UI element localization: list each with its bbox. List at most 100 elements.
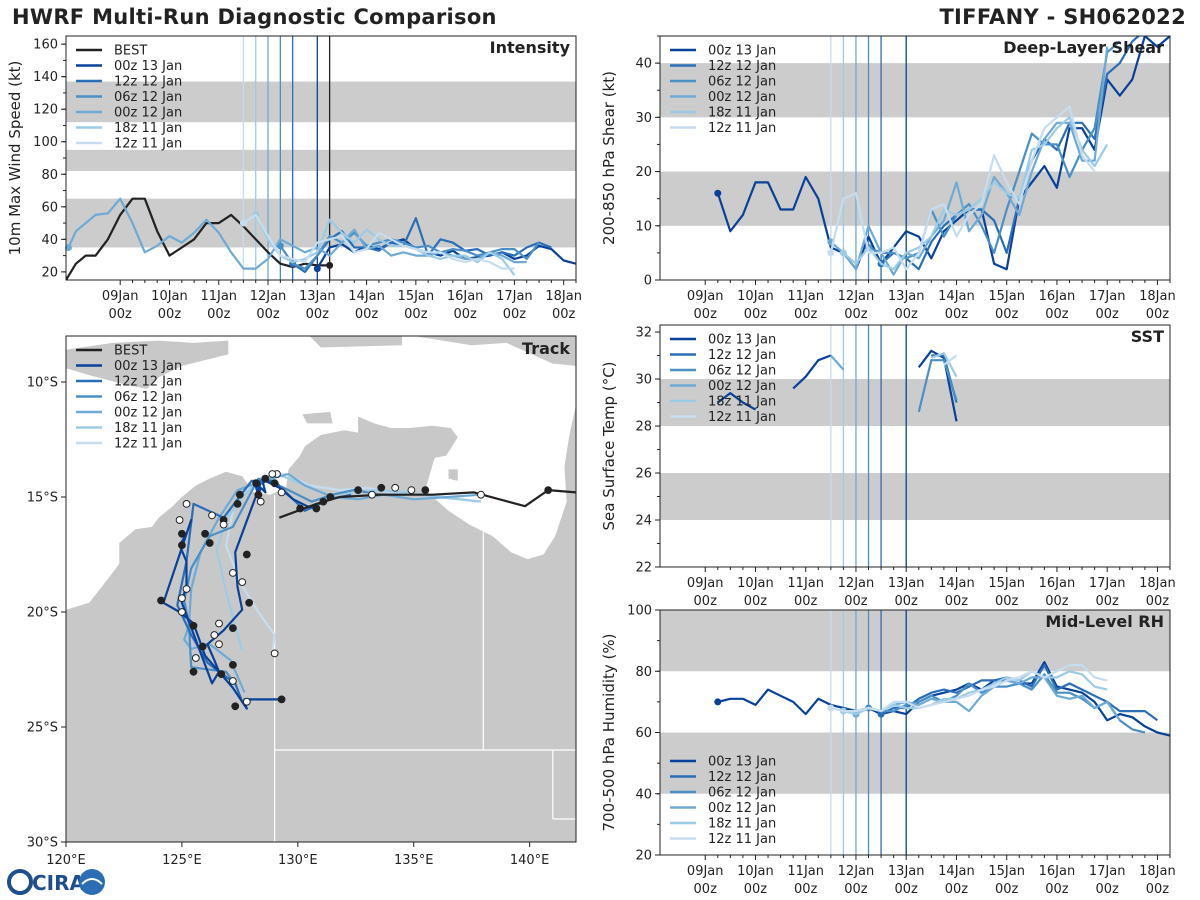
shear-panel: 0 10 20 30 40 09Jan 00z 10Jan 00z 11Jan 00z 12Jan 00… <box>600 35 1176 322</box>
sst-xtick-hour-label: 00z <box>895 594 919 609</box>
intensity-xtick-day-label: 09Jan <box>102 289 139 304</box>
intensity-series-12z-11-jan <box>242 213 515 270</box>
sst-ytick-label: 26 <box>635 467 652 482</box>
track-marker-filled <box>326 493 335 501</box>
rh-xtick-day-label: 12Jan <box>838 864 875 879</box>
track-marker-open <box>407 486 416 495</box>
rh-xtick-hour-label: 00z <box>895 882 919 897</box>
rh-series-12z-11-jan <box>830 664 1108 713</box>
rh-xtick-hour-label: 00z <box>1146 882 1170 897</box>
sst-legend-label-00z-13-jan: 00z 13 Jan <box>708 333 776 348</box>
intensity-start-marker-06z-12-jan <box>276 242 284 250</box>
rh-legend-label-06z-12-jan: 06z 12 Jan <box>708 786 776 801</box>
track-legend-label-best: BEST <box>114 344 147 359</box>
rh-series-00z-12-jan <box>855 676 1121 721</box>
track-marker-open <box>175 516 184 524</box>
sst-legend-label-12z-12-jan: 12z 12 Jan <box>708 348 776 363</box>
track-marker-filled <box>189 621 198 630</box>
intensity-legend-label-12z-11-jan: 12z 11 Jan <box>114 137 182 152</box>
shear-legend-label-18z-11-jan: 18z 11 Jan <box>708 106 776 121</box>
intensity-xtick-day-label: 10Jan <box>151 289 188 304</box>
track-marker-filled <box>270 479 279 488</box>
logo-text: CIRA <box>32 871 86 895</box>
intensity-band-2 <box>66 81 576 123</box>
sst-xtick-day-label: 18Jan <box>1139 576 1176 591</box>
track-marker-filled <box>229 661 237 669</box>
intensity-start-marker-00z-12-jan <box>64 243 72 251</box>
shear-frame <box>659 35 1171 281</box>
intensity-xtick-hour-label: 00z <box>503 307 527 322</box>
shear-series-00z-12-jan <box>830 46 1109 276</box>
sst-xtick-day-label: 15Jan <box>988 576 1025 591</box>
sst-xtick-day-label: 13Jan <box>888 576 925 591</box>
track-marker-filled <box>217 670 226 678</box>
rh-xtick-hour-label: 00z <box>945 882 969 897</box>
track-xtick-label: 140°E <box>510 853 550 868</box>
rh-xtick-day-label: 11Jan <box>787 864 824 879</box>
island-0 <box>66 340 229 389</box>
shear-xtick-hour-label: 00z <box>995 307 1019 322</box>
track-marker-open <box>210 631 219 639</box>
sst-xtick-hour-label: 00z <box>1096 594 1120 609</box>
sst-xtick-day-label: 12Jan <box>838 576 875 591</box>
sst-xtick-hour-label: 00z <box>1146 594 1170 609</box>
sst-ylabel: Sea Surface Temp (°C) <box>600 361 618 530</box>
intensity-ytick-label: 60 <box>41 200 58 215</box>
sst-title: SST <box>1131 327 1164 346</box>
intensity-ytick-label: 160 <box>33 38 58 53</box>
track-ytick-label: 15°S <box>27 491 58 506</box>
track-marker-open <box>178 594 186 603</box>
shear-xtick-day-label: 17Jan <box>1089 289 1126 304</box>
shear-xtick-day-label: 13Jan <box>888 289 925 304</box>
track-frame <box>65 335 577 843</box>
intensity-legend-label-18z-11-jan: 18z 11 Jan <box>114 121 182 136</box>
sst-series-06z-12-jan <box>917 359 958 413</box>
rh-ylabel: 700-500 hPa Humidity (%) <box>600 633 618 831</box>
rh-legend-label-12z-11-jan: 12z 11 Jan <box>708 832 776 847</box>
rh-ytick-label: 60 <box>635 726 652 741</box>
intensity-ytick-label: 100 <box>33 135 58 150</box>
track-marker-filled <box>296 504 305 513</box>
shear-series-00z-13-jan <box>716 36 1170 271</box>
track-ytick-label: 30°S <box>27 836 58 851</box>
intensity-legend-label-best: BEST <box>114 44 147 59</box>
shear-ylabel: 200-850 hPa Shear (kt) <box>600 71 618 245</box>
track-marker-filled <box>319 497 328 506</box>
sst-ytick-label: 32 <box>635 326 652 341</box>
intensity-legend-label-00z-12-jan: 00z 12 Jan <box>114 106 182 121</box>
shear-xtick-hour-label: 00z <box>744 307 768 322</box>
rh-series-00z-13-jan <box>717 661 1170 737</box>
intensity-series-06z-12-jan <box>279 231 540 270</box>
rh-xtick-day-label: 17Jan <box>1089 864 1126 879</box>
track-marker-open <box>229 569 237 577</box>
sst-series-12z-11-jan <box>943 354 958 366</box>
shear-ytick-label: 0 <box>644 274 652 289</box>
sst-xtick-hour-label: 00z <box>694 594 718 609</box>
rh-ytick-label: 100 <box>627 604 652 619</box>
shear-xtick-hour-label: 00z <box>895 307 919 322</box>
intensity-start-marker-00z-13-jan <box>313 265 321 273</box>
track-marker-open <box>368 490 376 499</box>
intensity-series-best <box>66 197 330 280</box>
rh-xtick-day-label: 13Jan <box>888 864 925 879</box>
rh-xtick-day-label: 16Jan <box>1039 864 1076 879</box>
rh-legend-label-00z-13-jan: 00z 13 Jan <box>708 755 776 770</box>
rh-xtick-hour-label: 00z <box>844 882 868 897</box>
track-marker-filled <box>377 483 386 492</box>
intensity-xtick-day-label: 13Jan <box>299 289 336 304</box>
track-legend-label-12z-11-jan: 12z 11 Jan <box>114 437 182 452</box>
shear-xtick-day-label: 10Jan <box>737 289 774 304</box>
shear-legend-label-12z-12-jan: 12z 12 Jan <box>708 59 776 74</box>
track-marker-open <box>268 470 277 478</box>
shear-xtick-hour-label: 00z <box>794 307 818 322</box>
intensity-xtick-day-label: 14Jan <box>348 289 385 304</box>
shear-band-1 <box>660 63 1170 118</box>
track-marker-open <box>229 677 237 685</box>
sst-series-00z-12-jan <box>829 354 845 371</box>
track-marker-open <box>477 490 485 499</box>
track-marker-filled <box>242 550 251 559</box>
